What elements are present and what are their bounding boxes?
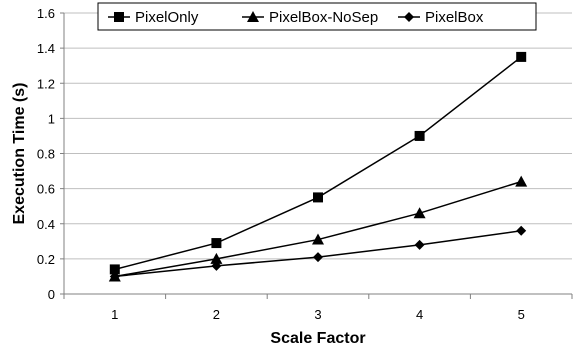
data-point-pixelonly (211, 238, 222, 249)
x-tick-label: 3 (314, 307, 321, 322)
legend-label: PixelOnly (135, 9, 199, 26)
data-point-pixelbox-nosep (413, 207, 426, 219)
data-point-pixelonly (414, 130, 425, 141)
y-axis-label: Execution Time (s) (11, 83, 28, 225)
data-point-pixelbox-nosep (210, 252, 223, 264)
series-group (108, 51, 528, 282)
y-tick-label: 0.2 (37, 252, 55, 267)
y-tick-label: 1 (48, 111, 55, 126)
legend-marker-pixelbox (404, 12, 414, 22)
y-tick-label: 0 (48, 287, 55, 302)
x-tick-label: 5 (518, 307, 525, 322)
data-point-pixelbox (211, 260, 222, 271)
y-tick-label: 1.6 (37, 6, 55, 21)
data-point-pixelonly (109, 264, 120, 275)
x-tick-label: 4 (416, 307, 423, 322)
legend-label: PixelBox-NoSep (269, 9, 378, 26)
data-point-pixelbox (516, 225, 527, 236)
series-pixelbox-nosep (108, 175, 528, 282)
legend: PixelOnly PixelBox-NoSep PixelBox (97, 2, 537, 31)
data-point-pixelonly (516, 51, 527, 62)
data-point-pixelbox-nosep (515, 175, 528, 187)
series-pixelbox (109, 225, 527, 282)
legend-box (97, 2, 537, 31)
axes (60, 12, 573, 299)
y-tick-label: 1.4 (37, 41, 55, 56)
legend-entry-pixelbox: PixelBox (398, 9, 484, 26)
series-pixelonly (109, 51, 527, 275)
y-tick-labels: 0 0.2 0.4 0.6 0.8 1 1.2 1.4 1.6 (37, 6, 55, 302)
data-point-pixelbox (414, 239, 425, 250)
x-tick-label: 2 (213, 307, 220, 322)
data-point-pixelbox (109, 271, 120, 282)
data-point-pixelonly (313, 192, 323, 203)
x-axis-label: Scale Factor (270, 330, 365, 347)
data-point-pixelbox (313, 252, 323, 263)
y-tick-label: 0.4 (37, 217, 55, 232)
legend-entry-pixelbox-nosep: PixelBox-NoSep (242, 9, 378, 26)
y-tick-label: 1.2 (37, 76, 55, 91)
x-tick-label: 1 (111, 307, 118, 322)
grid-lines (64, 12, 572, 260)
x-tick-labels: 1 2 3 4 5 (111, 307, 525, 322)
y-tick-label: 0.6 (37, 182, 55, 197)
legend-label: PixelBox (425, 9, 484, 26)
legend-entry-pixelonly: PixelOnly (108, 9, 199, 26)
data-point-pixelbox-nosep (312, 233, 324, 245)
legend-marker-pixelonly (114, 12, 124, 22)
y-tick-label: 0.8 (37, 147, 55, 162)
legend-marker-pixelbox-nosep (247, 11, 259, 22)
